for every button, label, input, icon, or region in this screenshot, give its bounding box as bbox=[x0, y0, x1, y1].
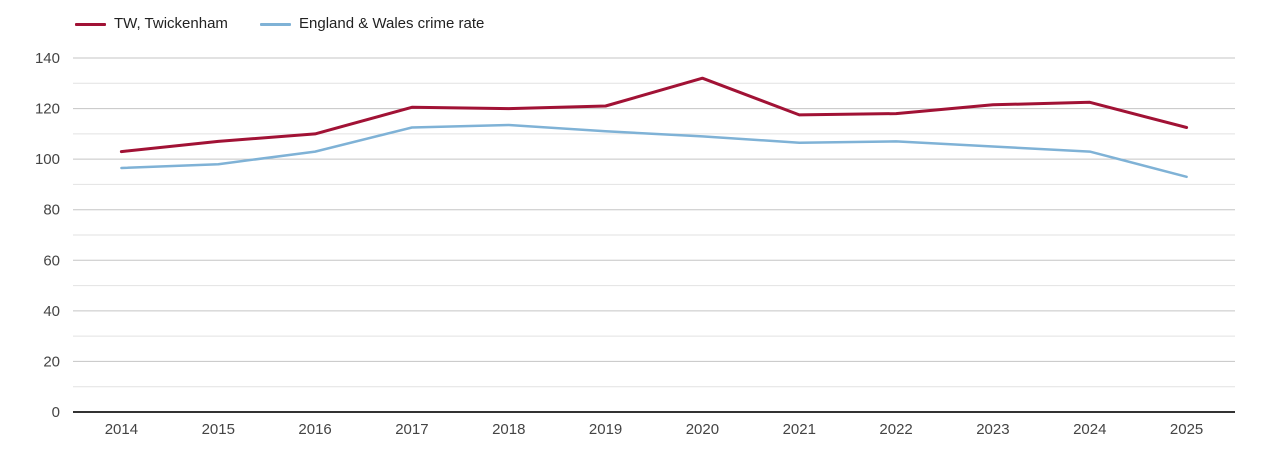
x-axis-tick-label: 2019 bbox=[589, 421, 622, 438]
legend-label-england-wales: England & Wales crime rate bbox=[299, 15, 485, 32]
tw-twickenham-line-swatch bbox=[75, 22, 106, 26]
x-axis-tick-label: 2017 bbox=[395, 421, 428, 438]
legend-label-tw-twickenham: TW, Twickenham bbox=[114, 15, 228, 32]
y-axis-tick-label: 100 bbox=[35, 151, 60, 168]
england-wales-line-swatch bbox=[260, 22, 291, 26]
chart-legend: TW, Twickenham England & Wales crime rat… bbox=[0, 14, 1270, 34]
legend-item-england-wales[interactable]: England & Wales crime rate bbox=[260, 14, 484, 34]
x-axis-tick-label: 2024 bbox=[1073, 421, 1106, 438]
y-axis-tick-label: 20 bbox=[43, 353, 60, 370]
legend-item-tw-twickenham[interactable]: TW, Twickenham bbox=[75, 14, 228, 34]
x-axis-tick-label: 2018 bbox=[492, 421, 525, 438]
y-axis-tick-label: 40 bbox=[43, 303, 60, 320]
x-axis-tick-label: 2020 bbox=[686, 421, 719, 438]
x-axis-tick-label: 2015 bbox=[202, 421, 235, 438]
x-axis-tick-label: 2022 bbox=[879, 421, 912, 438]
x-axis-tick-label: 2016 bbox=[298, 421, 331, 438]
x-axis-tick-label: 2021 bbox=[783, 421, 816, 438]
x-axis-tick-label: 2014 bbox=[105, 421, 138, 438]
series-line-1 bbox=[120, 123, 1188, 179]
series-line-0 bbox=[119, 76, 1189, 154]
y-axis-tick-label: 140 bbox=[35, 50, 60, 67]
y-axis-tick-label: 120 bbox=[35, 101, 60, 118]
y-axis-tick-label: 0 bbox=[52, 404, 60, 421]
x-axis-tick-label: 2025 bbox=[1170, 421, 1203, 438]
x-axis-tick-label: 2023 bbox=[976, 421, 1009, 438]
y-axis-tick-label: 80 bbox=[43, 202, 60, 219]
y-axis-tick-label: 60 bbox=[43, 252, 60, 269]
